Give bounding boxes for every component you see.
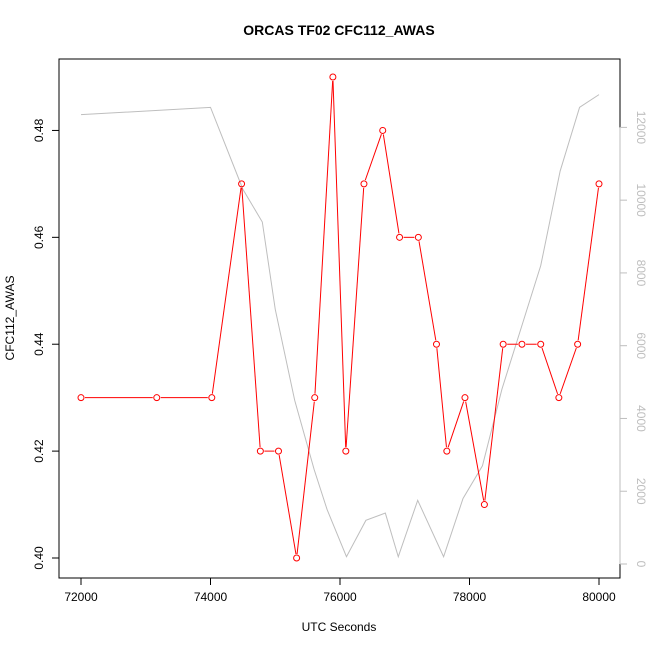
data-point [293,554,301,562]
series-segment [436,348,447,448]
data-point [537,340,545,348]
x-tick-label: 74000 [194,590,228,604]
data-point [256,447,264,455]
data-point [274,447,282,455]
series-segment [296,401,315,555]
chart-title: ORCAS TF02 CFC112_AWAS [243,22,434,38]
series-segment [241,187,261,448]
series-segment [484,348,504,501]
plot-frame [58,58,621,579]
cfc112-series [77,73,603,562]
series-segment [314,80,334,394]
series-segment [332,80,347,448]
series-segment [382,134,400,234]
y-tick-label: 0.48 [32,118,46,142]
y2-tick-label: 6000 [634,332,648,359]
series-segment [364,134,382,181]
y-tick-label: 0.40 [32,546,46,570]
x-axis: 72000 74000 76000 78000 80000 [64,577,616,604]
y2-tick-label: 12000 [634,111,648,145]
y-tick-label: 0.46 [32,225,46,249]
data-point [77,394,85,402]
series-segment [465,401,485,501]
x-axis-label: UTC Seconds [302,620,377,634]
series-segment [577,187,599,341]
data-point [480,501,488,509]
data-point [555,394,563,402]
data-point [432,340,440,348]
y2-tick-label: 8000 [634,260,648,287]
x-tick-label: 72000 [64,590,98,604]
data-point [414,233,422,241]
data-point [360,180,368,188]
y2-tick-label: 2000 [634,478,648,505]
y-tick-label: 0.44 [32,332,46,356]
data-point [329,73,337,81]
data-point [461,394,469,402]
series-segment [541,347,559,395]
y-axis-label: CFC112_AWAS [3,276,17,361]
data-point [311,394,319,402]
altitude-line [80,94,600,559]
x-tick-label: 76000 [323,590,357,604]
data-point [208,394,216,402]
data-point [153,394,161,402]
altitude-series [80,94,600,559]
data-point [379,126,387,134]
data-point [396,233,404,241]
data-point [238,180,246,188]
y2-tick-label: 0 [634,561,648,568]
data-point [595,180,603,188]
data-point [518,340,526,348]
y2-tick-label: 10000 [634,183,648,217]
x-tick-label: 80000 [582,590,616,604]
series-segment [211,187,242,394]
y-axis: 0.40 0.42 0.44 0.46 0.48 [32,118,60,570]
x-tick-label: 78000 [453,590,487,604]
data-point [574,340,582,348]
data-point [342,447,350,455]
series-segment [418,241,437,341]
series-segment [278,454,297,555]
y2-tick-label: 4000 [634,405,648,432]
y-tick-label: 0.42 [32,439,46,463]
data-point [443,447,451,455]
y2-axis: 0 2000 4000 6000 8000 10000 12000 [619,111,648,568]
series-segment [559,347,577,395]
data-point [499,340,507,348]
series-segment [345,187,365,448]
series-segment [447,401,465,448]
